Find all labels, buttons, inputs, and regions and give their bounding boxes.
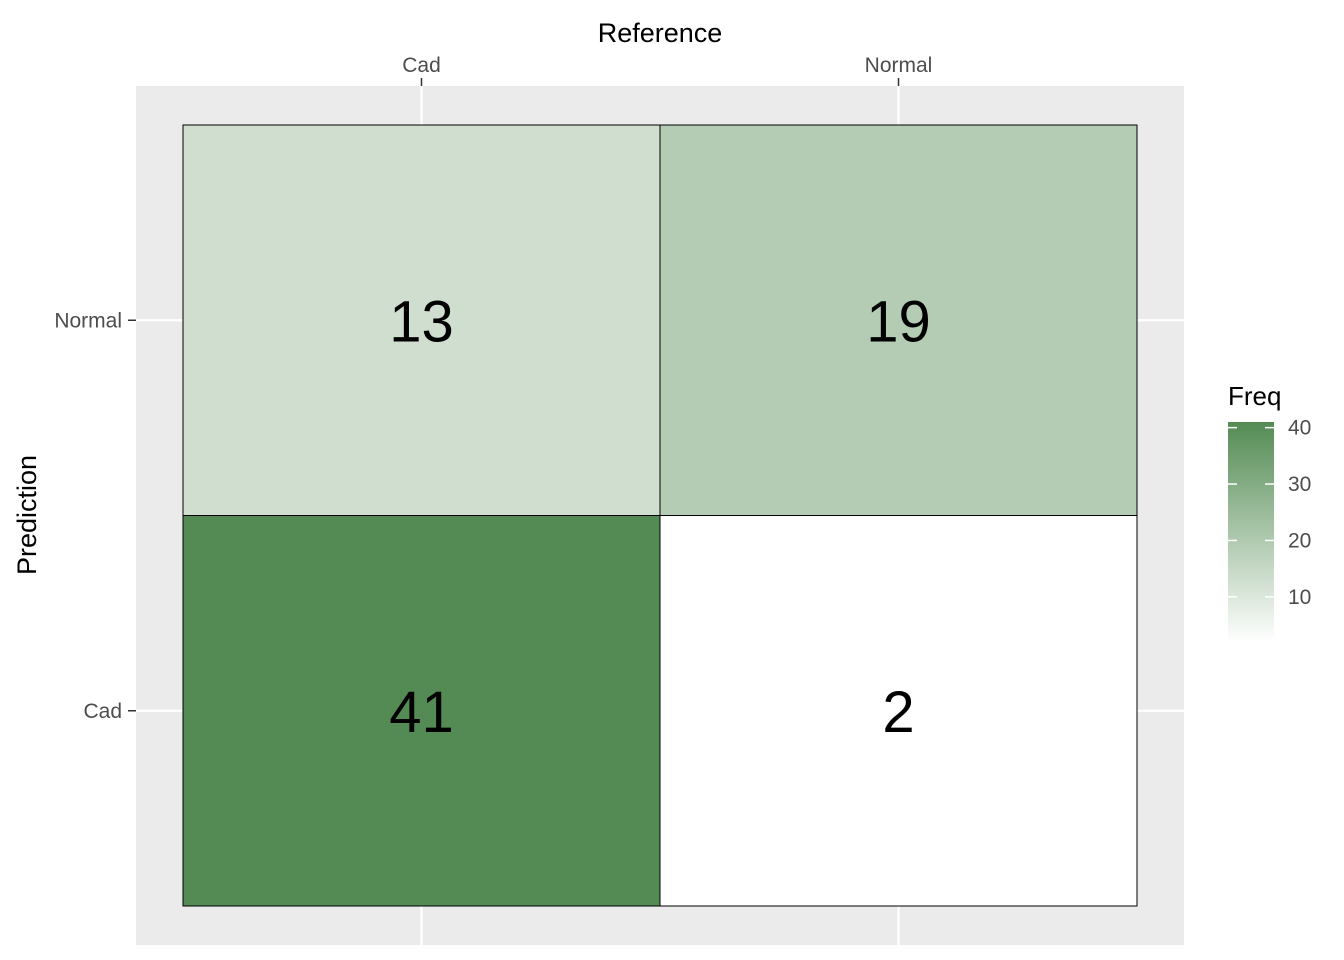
cell-value-label: 41 (389, 680, 454, 745)
legend-colorbar (1228, 422, 1274, 642)
legend-title: Freq (1228, 381, 1281, 411)
legend-ticks: 10 20 30 40 (1228, 417, 1311, 609)
y-tick-label: Cad (83, 700, 122, 723)
x-tick-label: Cad (402, 54, 441, 77)
y-axis-left: Cad Normal (54, 309, 136, 723)
cell-value-label: 2 (882, 680, 914, 745)
color-legend: Freq 10 20 30 40 (1228, 381, 1311, 642)
legend-tick-label: 40 (1288, 417, 1311, 440)
cell-value-label: 13 (389, 289, 454, 354)
heatmap-cell (182, 515, 661, 907)
heatmap-cells (182, 124, 1138, 907)
y-axis-title: Prediction (12, 455, 42, 575)
legend-tick-label: 10 (1288, 586, 1311, 609)
heatmap-cell (659, 515, 1138, 907)
cell-value-label: 19 (866, 289, 931, 354)
x-axis-top: Cad Normal (402, 54, 932, 86)
legend-tick-label: 30 (1288, 473, 1311, 496)
legend-tick-label: 20 (1288, 529, 1311, 552)
heatmap-cell (659, 124, 1138, 516)
x-tick-label: Normal (865, 54, 933, 77)
x-axis-title: Reference (598, 18, 723, 48)
y-tick-label: Normal (54, 309, 122, 332)
heatmap-cell-labels: 13 19 41 2 (389, 289, 931, 745)
